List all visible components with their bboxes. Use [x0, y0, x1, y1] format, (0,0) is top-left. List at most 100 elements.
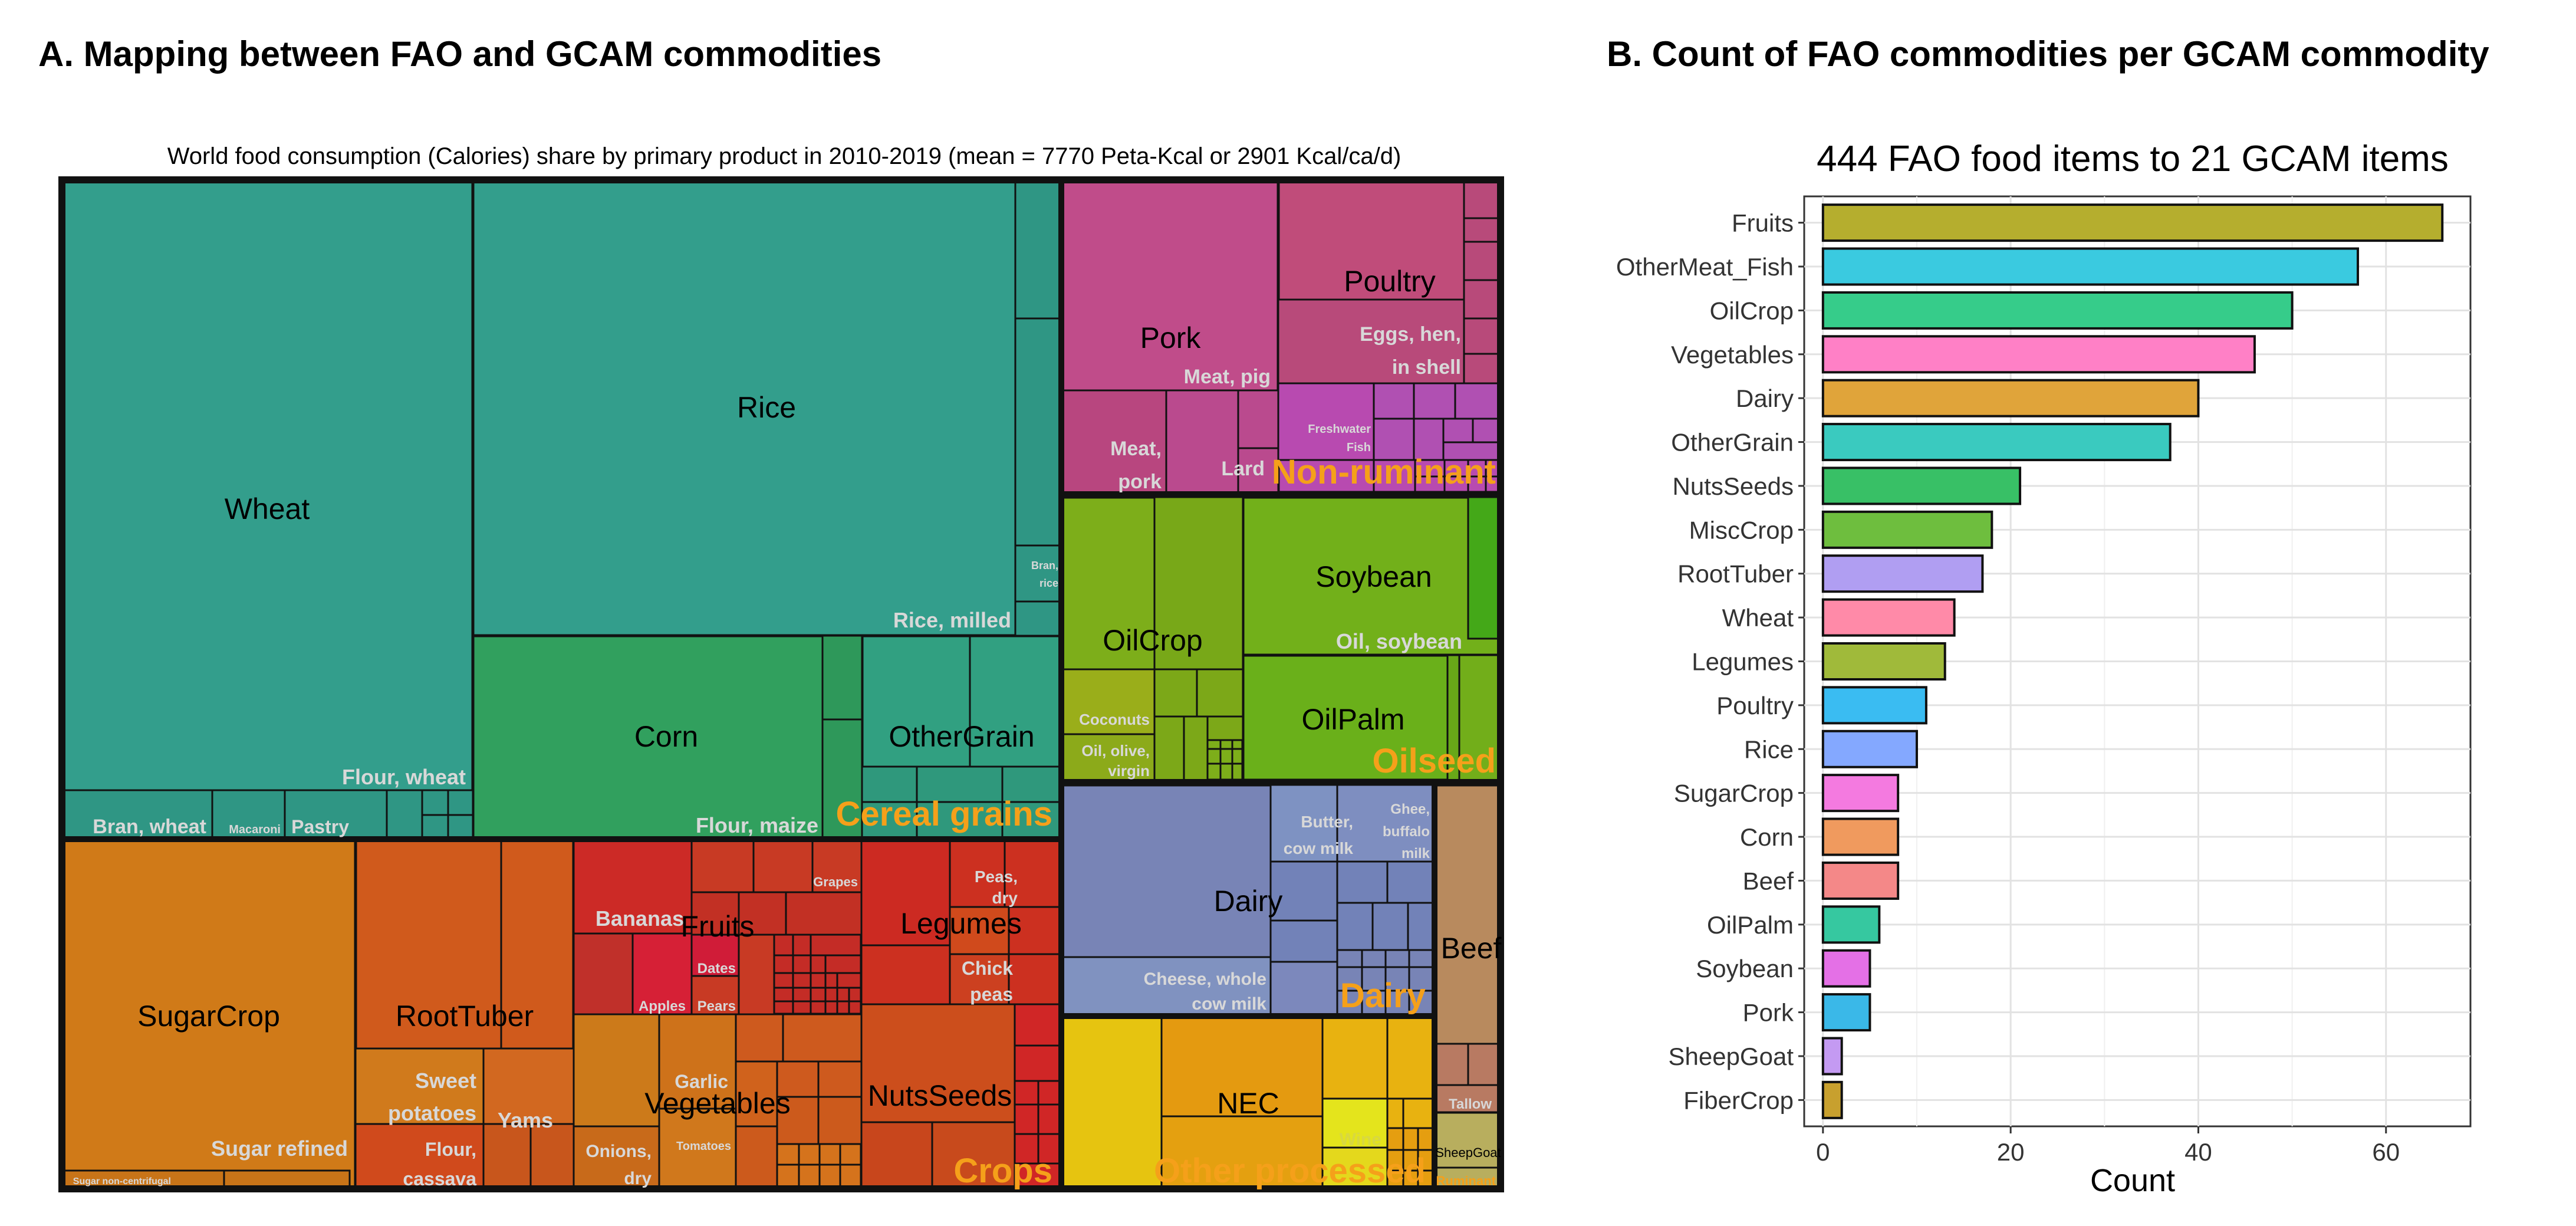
treemap-panel: World food consumption (Calories) share … — [58, 143, 1504, 1192]
category-label-corn: Corn — [1740, 823, 1794, 851]
label-cassava: cassava — [403, 1168, 476, 1189]
svg-text:virgin: virgin — [1108, 762, 1150, 780]
group-label-other-processed: Other processed — [1154, 1152, 1426, 1190]
group-label-ruminant: Ruminant — [1436, 1174, 1496, 1188]
x-tick-label: 0 — [1816, 1138, 1830, 1166]
label-meat: Meat, — [1110, 438, 1162, 460]
label-tallow: Tallow — [1449, 1096, 1492, 1112]
tile-corn — [471, 634, 864, 841]
x-tick-label: 60 — [2372, 1138, 2400, 1166]
svg-text:in shell: in shell — [1392, 356, 1461, 379]
label-oil-soybean: Oil, soybean — [1336, 629, 1462, 653]
label-dairy: Dairy — [1214, 885, 1283, 918]
bar-soybean — [1821, 949, 1871, 988]
label-flour-maize: Flour, maize — [696, 813, 818, 837]
label-wine: Wine — [1340, 1130, 1381, 1149]
treemap-item-labels: Flour, wheat Bran, wheat Macaroni Pastry… — [73, 323, 1492, 1189]
bar-fibercrop — [1821, 1080, 1843, 1119]
label-yams: Yams — [498, 1108, 553, 1132]
bar-wheat — [1821, 598, 1956, 637]
label-sugarcrop: SugarCrop — [137, 1000, 280, 1033]
group-label-cereal: Cereal grains — [835, 795, 1052, 833]
label-flour: Flour, — [425, 1139, 476, 1160]
label-cheese: Cheese, whole — [1144, 969, 1266, 989]
label-grapes: Grapes — [813, 875, 858, 889]
svg-text:Fish: Fish — [1347, 441, 1371, 454]
label-meat-pig: Meat, pig — [1184, 366, 1271, 388]
bar-oilcrop — [1821, 291, 2294, 330]
label-rice: Rice — [737, 391, 796, 424]
label-legumes: Legumes — [900, 907, 1022, 940]
label-sheepgoat: SheepGoat — [1435, 1145, 1501, 1160]
label-coconuts: Coconuts — [1079, 711, 1150, 728]
label-othergrain: OtherGrain — [889, 720, 1034, 753]
label-potatoes: potatoes — [388, 1101, 476, 1125]
category-label-soybean: Soybean — [1696, 955, 1794, 982]
label-garlic: Garlic — [675, 1071, 728, 1092]
label-apples: Apples — [639, 998, 686, 1014]
category-label-legumes: Legumes — [1692, 648, 1794, 676]
treemap-subtiles — [61, 179, 1502, 1190]
svg-text:dry: dry — [624, 1169, 652, 1188]
category-label-roottuber: RootTuber — [1677, 560, 1794, 588]
label-rice-milled: Rice, milled — [893, 608, 1011, 632]
svg-text:dry: dry — [992, 889, 1018, 907]
label-oil-olive: Oil, olive, — [1081, 742, 1150, 760]
bar-oilpalm — [1821, 905, 1881, 944]
category-label-fibercrop: FiberCrop — [1683, 1086, 1794, 1114]
group-label-crops: Crops — [953, 1152, 1052, 1190]
category-label-misccrop: MiscCrop — [1689, 516, 1794, 544]
label-beef: Beef — [1441, 932, 1502, 965]
tile-wheat — [60, 178, 475, 841]
label-ghee: Ghee, — [1390, 801, 1430, 817]
category-label-oilpalm: OilPalm — [1707, 911, 1794, 939]
label-flour-wheat: Flour, wheat — [342, 765, 466, 789]
x-axis-ticks: 0 20 40 60 — [1816, 1126, 2400, 1166]
category-label-sugarcrop: SugarCrop — [1674, 780, 1794, 807]
panel-a-title: A. Mapping between FAO and GCAM commodit… — [38, 34, 881, 74]
group-label-oilseed: Oilseed — [1372, 742, 1496, 780]
category-labels: Fruits OtherMeat_Fish OilCrop Vegetables Dai… — [1616, 209, 1804, 1114]
category-label-wheat: Wheat — [1722, 604, 1794, 632]
tile-rice — [471, 178, 1063, 637]
bar-chart-title: 444 FAO food items to 21 GCAM items — [1817, 139, 2449, 179]
label-oilcrop: OilCrop — [1103, 624, 1202, 657]
label-bran-rice: Bran, — [1031, 560, 1058, 571]
treemap-subtitle: World food consumption (Calories) share … — [167, 143, 1401, 169]
x-axis-label: Count — [2090, 1163, 2175, 1198]
category-label-fruits: Fruits — [1732, 209, 1794, 237]
panel-b-title: B. Count of FAO commodities per GCAM com… — [1607, 34, 2489, 74]
category-label-poultry: Poultry — [1716, 692, 1794, 719]
label-onions: Onions, — [585, 1142, 652, 1161]
bar-nutsseeds — [1821, 466, 2022, 505]
svg-text:milk: milk — [1401, 846, 1430, 862]
bar-othergrain — [1821, 423, 2172, 462]
label-peas: Peas, — [975, 867, 1018, 886]
label-sweet: Sweet — [415, 1069, 476, 1093]
label-eggs: Eggs, hen, — [1360, 323, 1461, 346]
label-pears: Pears — [698, 998, 736, 1014]
bar-roottuber — [1821, 554, 1984, 593]
label-macaroni: Macaroni — [229, 823, 281, 836]
label-lard: Lard — [1221, 458, 1265, 480]
category-label-nutsseeds: NutsSeeds — [1673, 472, 1794, 500]
bar-sheepgoat — [1821, 1037, 1843, 1076]
bar-fruits — [1821, 203, 2444, 242]
bar-dairy — [1821, 379, 2200, 418]
bar-pork — [1821, 993, 1871, 1032]
label-pastry: Pastry — [291, 816, 349, 837]
label-fruits: Fruits — [681, 910, 755, 943]
svg-text:buffalo: buffalo — [1383, 824, 1430, 840]
bar-corn — [1821, 817, 1900, 856]
label-tomatoes: Tomatoes — [676, 1140, 731, 1153]
category-label-dairy: Dairy — [1736, 384, 1794, 412]
label-dates: Dates — [698, 961, 736, 977]
category-label-othergrain: OtherGrain — [1671, 429, 1794, 456]
label-poultry: Poultry — [1344, 265, 1436, 298]
x-tick-label: 40 — [2184, 1138, 2212, 1166]
label-pork: Pork — [1140, 321, 1202, 354]
label-wheat: Wheat — [225, 492, 310, 525]
treemap-group-labels: Cereal grains Non-ruminant Oilseed Crops… — [835, 453, 1496, 1190]
svg-text:cow milk: cow milk — [1192, 994, 1266, 1014]
